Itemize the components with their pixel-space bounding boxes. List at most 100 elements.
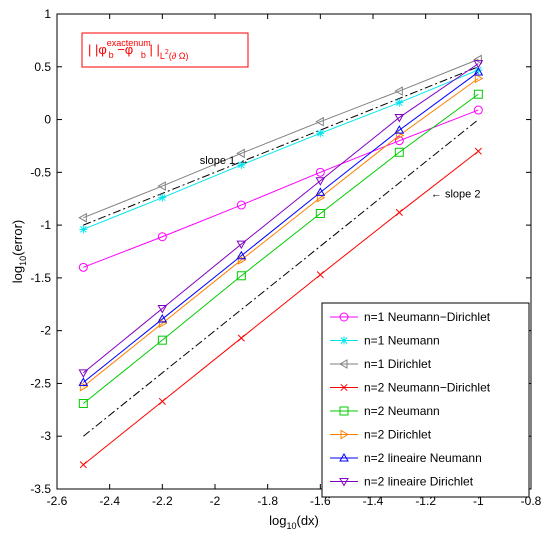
legend-box — [321, 302, 530, 498]
series-markers — [78, 54, 484, 469]
x-axis-label: log10(dx) — [269, 513, 319, 531]
data-point — [236, 240, 247, 250]
data-point — [157, 335, 167, 345]
data-point — [473, 105, 483, 115]
y-tick-label: -2 — [40, 324, 51, 338]
formula-part: b — [109, 50, 114, 60]
data-point — [394, 125, 405, 134]
data-point — [395, 208, 403, 216]
data-point — [316, 271, 324, 279]
reference-lines — [83, 66, 479, 437]
series-line — [83, 77, 479, 388]
x-tick-label: -2 — [210, 494, 221, 508]
data-point — [339, 452, 349, 462]
series-line — [83, 93, 479, 404]
data-point — [394, 147, 404, 157]
data-point — [315, 177, 326, 186]
data-point — [157, 232, 167, 242]
data-point — [158, 318, 168, 329]
formula-part: b — [141, 50, 146, 60]
data-point — [79, 381, 89, 392]
y-tick-label: 1 — [44, 7, 51, 21]
legend-label: n=1 Neumann−Dirichlet — [364, 310, 491, 324]
data-point — [473, 67, 484, 76]
data-point — [473, 60, 484, 69]
data-point — [236, 271, 246, 281]
data-point — [339, 478, 349, 487]
legend: n=1 Neumann−Dirichlet n=1 Neumann n=1 Diri… — [321, 302, 530, 498]
data-point — [78, 377, 89, 386]
x-tick-label: -2.2 — [152, 494, 173, 508]
y-tick-label: -2.5 — [30, 376, 51, 390]
data-point — [473, 54, 482, 65]
series-line — [83, 63, 479, 374]
legend-label: n=2 lineaire Neumann — [364, 451, 482, 465]
data-point — [78, 369, 89, 378]
legend-label: n=2 Neumann — [364, 404, 440, 418]
data-point — [340, 429, 350, 440]
formula-part: | | — [146, 42, 160, 57]
data-point — [237, 255, 247, 265]
formula-part: 2 — [165, 49, 169, 56]
formula-part: num — [133, 38, 151, 48]
reference-line — [83, 119, 479, 437]
x-tick-label: -2.4 — [99, 494, 120, 508]
data-point — [78, 399, 88, 408]
data-point — [316, 129, 325, 138]
data-point — [79, 225, 88, 234]
data-point — [339, 312, 349, 322]
data-point — [474, 147, 482, 155]
legend-label: n=2 Dirichlet — [364, 428, 432, 442]
data-point — [340, 336, 348, 345]
data-point — [474, 65, 483, 74]
data-point — [157, 314, 168, 323]
y-tick-label: -0.5 — [30, 165, 51, 179]
y-tick-label: -3 — [40, 429, 51, 443]
legend-label: n=2 Neumann−Dirichlet — [364, 381, 491, 395]
data-point — [338, 359, 348, 369]
y-axis-label: log10(error) — [10, 220, 28, 283]
series-line — [83, 150, 479, 466]
data-point — [315, 209, 325, 218]
y-tick-label: -1.5 — [30, 271, 51, 285]
series-lines — [83, 58, 479, 466]
data-point — [78, 262, 88, 272]
data-point — [395, 98, 404, 107]
plot-frame — [56, 13, 532, 490]
formula-part: −φ — [114, 42, 134, 57]
data-point — [158, 397, 166, 405]
series-line — [83, 109, 479, 268]
data-point — [157, 305, 168, 314]
data-point — [158, 193, 167, 202]
legend-label: n=1 Dirichlet — [364, 357, 432, 371]
legend-label: n=1 Neumann — [364, 334, 440, 348]
x-tick-label: -1 — [473, 494, 484, 508]
data-point — [339, 406, 349, 416]
data-point — [315, 187, 326, 196]
data-point — [394, 113, 405, 123]
y-tick-label: -3.5 — [30, 482, 51, 496]
data-point — [79, 461, 87, 469]
x-tick-label: -2.6 — [47, 494, 68, 508]
formula-part: (∂ Ω) — [169, 51, 189, 61]
data-point — [157, 181, 166, 191]
slope-annotations: slope 1 → ← slope 2 — [200, 155, 481, 201]
reference-line — [83, 66, 479, 226]
series-line — [83, 69, 479, 230]
series-line — [83, 58, 479, 219]
x-tick-label: -1.8 — [257, 494, 278, 508]
data-point — [78, 212, 87, 223]
y-tick-label: 0 — [44, 113, 51, 127]
data-point — [394, 136, 404, 146]
data-point — [237, 160, 246, 169]
series-line — [83, 71, 479, 383]
data-point — [473, 89, 483, 99]
data-point — [394, 86, 403, 96]
data-point — [474, 73, 484, 84]
data-point — [236, 200, 246, 210]
formula-part: L — [160, 51, 165, 61]
slope-annotation: slope 1 → — [200, 155, 250, 167]
data-point — [315, 167, 325, 177]
data-point — [236, 148, 245, 159]
